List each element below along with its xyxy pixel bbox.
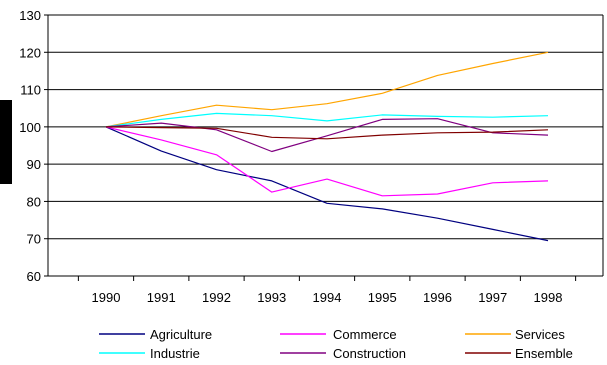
y-tick-label: 60	[27, 269, 41, 284]
x-tick-label: 1997	[478, 290, 507, 305]
x-tick-label: 1998	[534, 290, 563, 305]
x-tick-label: 1992	[202, 290, 231, 305]
y-tick-label: 80	[27, 194, 41, 209]
x-tick-label: 1994	[313, 290, 342, 305]
x-tick-label: 1995	[368, 290, 397, 305]
y-tick-label: 70	[27, 232, 41, 247]
legend-label-construction: Construction	[333, 346, 406, 361]
y-tick-labels: 60 70 80 90 100 110 120 130	[19, 8, 41, 284]
axes	[44, 14, 604, 281]
side-marker	[0, 100, 12, 184]
series-line-commerce	[105, 126, 549, 197]
series-line-services	[105, 51, 549, 128]
series-line-industrie	[105, 112, 549, 128]
gridlines	[48, 14, 603, 277]
series-line-construction	[105, 118, 549, 153]
legend-label-services: Services	[515, 327, 565, 342]
legend: Agriculture Commerce Services Industrie Cons…	[99, 327, 573, 361]
x-tick-label: 1996	[423, 290, 452, 305]
legend-label-ensemble: Ensemble	[515, 346, 573, 361]
y-tick-label: 100	[19, 120, 41, 135]
x-tick-labels: 1990 1991 1992 1993 1994 1995 1996 1997 1998	[92, 290, 563, 305]
legend-label-industrie: Industrie	[150, 346, 200, 361]
y-tick-label: 130	[19, 8, 41, 23]
y-tick-label: 90	[27, 157, 41, 172]
y-tick-label: 120	[19, 45, 41, 60]
x-tick-label: 1990	[92, 290, 121, 305]
series-line-agriculture	[105, 126, 549, 242]
y-tick-label: 110	[20, 83, 41, 98]
series-line-ensemble	[105, 126, 549, 140]
legend-label-agriculture: Agriculture	[150, 327, 212, 342]
x-tick-label: 1991	[147, 290, 176, 305]
legend-label-commerce: Commerce	[333, 327, 397, 342]
series-lines	[105, 51, 549, 242]
x-tick-label: 1993	[257, 290, 286, 305]
